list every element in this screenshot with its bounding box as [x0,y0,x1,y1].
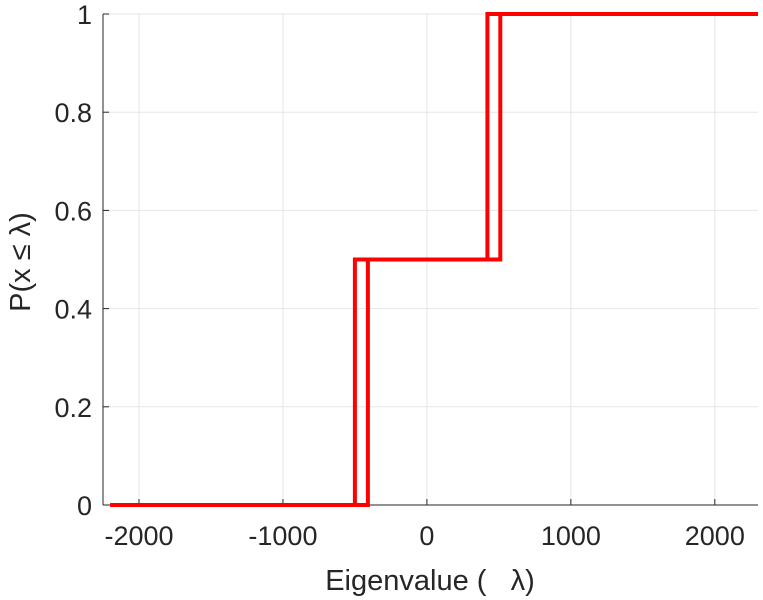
x-tick-label: -1000 [248,521,317,551]
x-tick-label: -2000 [104,521,173,551]
y-tick-label: 0.2 [54,393,92,423]
x-tick-label: 2000 [685,521,745,551]
y-tick-label: 0 [77,491,92,521]
y-tick-label: 0.6 [54,196,92,226]
x-tick-label: 0 [419,521,434,551]
y-tick-label: 1 [77,0,92,30]
series-line-2 [110,12,758,507]
y-tick-label: 0.8 [54,98,92,128]
series-layer [110,12,758,507]
x-axis-label: Eigenvalue ( λ) [325,565,535,597]
x-tick-label: 1000 [541,521,601,551]
y-tick-label: 0.4 [54,295,92,325]
tick-labels: -2000 -1000 0 1000 2000 0 0.2 0.4 0.6 0.8 1 [54,0,744,551]
y-axis-label: P(x ≤ λ) [5,212,37,312]
